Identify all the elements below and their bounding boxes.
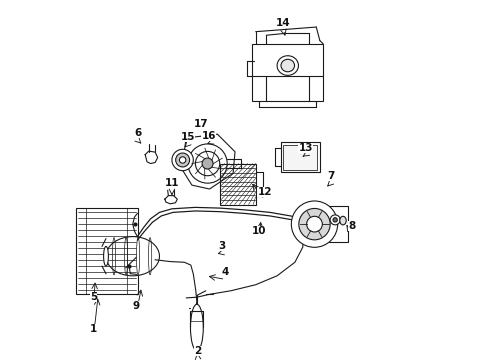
Text: 5: 5 (90, 292, 97, 302)
Text: 12: 12 (257, 187, 272, 197)
Bar (76, 208, 138, 294)
Text: 6: 6 (134, 128, 142, 138)
Bar (281, 142, 320, 172)
Circle shape (307, 216, 322, 232)
Text: 15: 15 (181, 132, 195, 142)
Text: 4: 4 (221, 267, 229, 277)
Circle shape (330, 215, 340, 225)
Text: 2: 2 (195, 346, 201, 356)
Circle shape (333, 218, 337, 222)
Circle shape (299, 208, 330, 240)
Circle shape (292, 201, 338, 247)
Circle shape (188, 144, 227, 183)
Bar (329, 206, 348, 242)
Ellipse shape (340, 216, 346, 225)
Ellipse shape (103, 246, 108, 266)
Text: 10: 10 (252, 226, 267, 236)
Text: 9: 9 (133, 301, 140, 311)
Bar (252, 44, 323, 101)
Text: 7: 7 (327, 171, 334, 181)
Text: 3: 3 (218, 240, 225, 251)
Circle shape (176, 153, 190, 167)
Bar (284, 145, 317, 170)
Circle shape (196, 152, 220, 176)
Bar (220, 163, 256, 204)
Text: 13: 13 (298, 143, 313, 153)
Ellipse shape (281, 59, 294, 72)
Text: 11: 11 (165, 178, 179, 188)
Text: 1: 1 (90, 324, 97, 334)
Text: 16: 16 (201, 131, 216, 141)
Circle shape (202, 158, 213, 169)
Ellipse shape (106, 237, 159, 276)
Text: 17: 17 (194, 120, 209, 129)
Circle shape (179, 157, 186, 163)
Ellipse shape (191, 304, 203, 351)
Circle shape (172, 149, 194, 171)
Text: 8: 8 (348, 221, 356, 231)
Text: 14: 14 (276, 18, 291, 28)
Ellipse shape (277, 56, 298, 75)
